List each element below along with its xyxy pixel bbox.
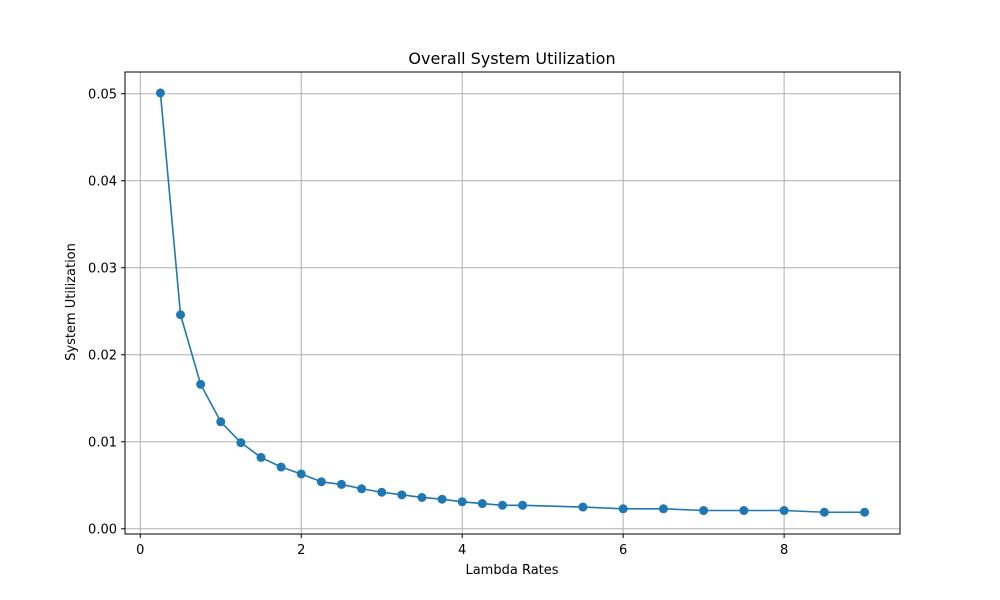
data-point-marker: [236, 438, 246, 448]
data-point-marker: [155, 88, 165, 98]
data-point-marker: [397, 490, 407, 500]
data-point-marker: [819, 507, 829, 517]
data-point-marker: [316, 477, 326, 487]
data-point-marker: [477, 499, 487, 509]
data-point-marker: [457, 497, 467, 507]
data-point-marker: [357, 484, 367, 494]
y-tick-label: 0.01: [88, 435, 117, 450]
x-axis-label: Lambda Rates: [465, 563, 558, 578]
data-point-marker: [497, 500, 507, 510]
data-point-marker: [196, 379, 206, 389]
data-point-marker: [377, 487, 387, 497]
x-tick-label: 6: [619, 543, 627, 558]
axis-ticks: 0 2 4 6 8 0.00 0.01 0.02 0.03 0.04 0.05: [88, 87, 788, 558]
data-point-marker: [256, 452, 266, 462]
x-tick-label: 8: [780, 543, 788, 558]
data-point-marker: [860, 507, 870, 517]
series-layer: [155, 88, 870, 517]
grid-lines: [125, 72, 900, 534]
plot-area-frame: [124, 71, 901, 535]
y-tick-label: 0.04: [88, 174, 117, 189]
y-tick-label: 0.02: [88, 348, 117, 363]
y-axis-label: System Utilization: [64, 243, 79, 361]
x-tick-label: 2: [297, 543, 305, 558]
data-point-marker: [216, 417, 226, 427]
data-point-marker: [618, 504, 628, 514]
y-tick-label: 0.03: [88, 261, 117, 276]
data-point-marker: [336, 479, 346, 489]
data-point-marker: [699, 506, 709, 516]
y-tick-label: 0.05: [88, 87, 117, 102]
data-point-marker: [176, 310, 186, 320]
data-point-marker: [296, 469, 306, 479]
x-tick-label: 0: [136, 543, 144, 558]
x-tick-label: 4: [458, 543, 466, 558]
data-point-marker: [739, 506, 749, 516]
y-tick-label: 0.00: [88, 522, 117, 537]
data-point-marker: [417, 492, 427, 502]
data-point-marker: [276, 462, 286, 472]
chart-title: Overall System Utilization: [408, 49, 615, 68]
data-point-marker: [779, 506, 789, 516]
data-point-marker: [578, 502, 588, 512]
data-point-marker: [437, 494, 447, 504]
data-point-marker: [658, 504, 668, 514]
data-point-marker: [518, 500, 528, 510]
